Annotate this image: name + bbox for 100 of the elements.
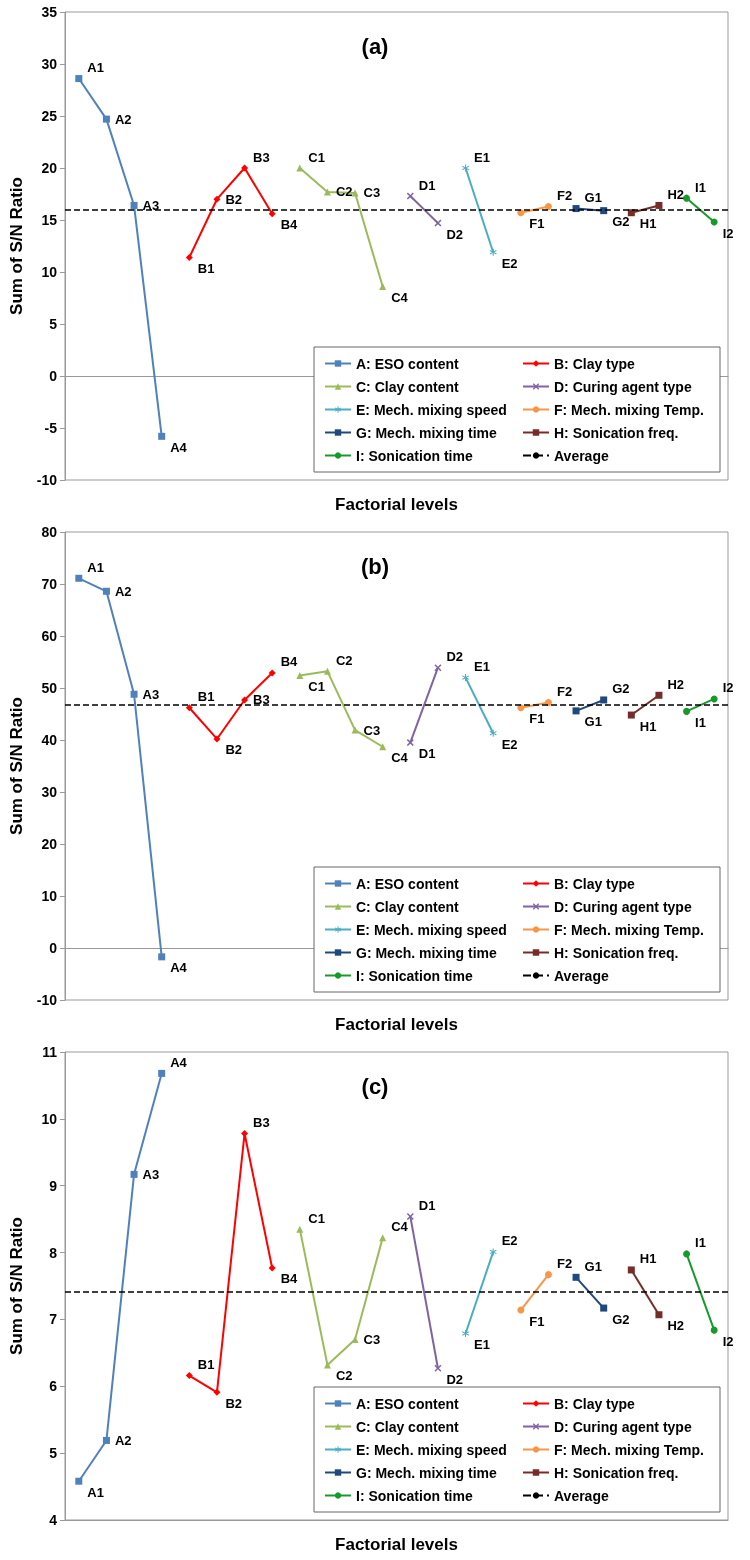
point bbox=[627, 1266, 635, 1274]
point bbox=[296, 672, 304, 680]
data-label: B2 bbox=[225, 191, 243, 207]
data-label: I2 bbox=[722, 225, 734, 241]
y-axis-title: Sum of S/N Ratio bbox=[7, 697, 26, 835]
legend-label: C: Clay content bbox=[356, 378, 460, 395]
point bbox=[600, 1304, 608, 1312]
point bbox=[406, 739, 414, 747]
y-axis-title: Sum of S/N Ratio bbox=[7, 177, 26, 315]
x-axis-title: Factorial levels bbox=[335, 1535, 458, 1554]
y-tick-label: 4 bbox=[49, 1512, 58, 1528]
data-label: D2 bbox=[446, 226, 464, 242]
legend-label: Average bbox=[554, 447, 609, 464]
data-label: C1 bbox=[308, 149, 325, 165]
data-label: A4 bbox=[170, 1054, 188, 1070]
point bbox=[241, 696, 249, 704]
data-label: B3 bbox=[253, 1115, 270, 1131]
legend-label: G: Mech. mixing time bbox=[356, 424, 498, 441]
legend-label: I: Sonication time bbox=[356, 1487, 473, 1504]
point bbox=[462, 674, 470, 682]
data-label: D1 bbox=[418, 177, 436, 193]
data-label: I1 bbox=[695, 714, 706, 730]
point bbox=[710, 1326, 718, 1334]
point bbox=[351, 1335, 359, 1343]
data-label: A2 bbox=[114, 1432, 132, 1448]
legend-label: F: Mech. mixing Temp. bbox=[554, 921, 704, 938]
data-label: B1 bbox=[197, 1357, 215, 1373]
point bbox=[655, 1311, 663, 1319]
data-label: F1 bbox=[529, 1313, 545, 1329]
data-label: E2 bbox=[501, 255, 518, 271]
data-label: G2 bbox=[612, 214, 630, 230]
data-label: A3 bbox=[142, 197, 160, 213]
legend-label: Average bbox=[554, 967, 609, 984]
y-tick-label: 10 bbox=[41, 888, 58, 904]
point bbox=[627, 711, 635, 719]
y-tick-label: 8 bbox=[49, 1244, 58, 1261]
data-label: B2 bbox=[225, 1395, 243, 1411]
data-label: D2 bbox=[446, 1371, 464, 1387]
legend-label: B: Clay type bbox=[554, 1395, 636, 1412]
data-label: F1 bbox=[529, 216, 545, 232]
legend-label: G: Mech. mixing time bbox=[356, 1464, 498, 1481]
data-label: H2 bbox=[667, 1318, 685, 1334]
point bbox=[517, 1306, 525, 1314]
data-label: G1 bbox=[584, 714, 602, 730]
point bbox=[213, 1388, 221, 1396]
x-axis-title: Factorial levels bbox=[335, 1015, 458, 1034]
point bbox=[158, 1069, 166, 1077]
data-label: I1 bbox=[695, 179, 706, 195]
point bbox=[102, 1436, 110, 1444]
point bbox=[241, 164, 249, 172]
legend-label: F: Mech. mixing Temp. bbox=[554, 1441, 704, 1458]
point bbox=[130, 690, 138, 698]
point bbox=[185, 1372, 193, 1380]
data-label: A3 bbox=[142, 686, 160, 702]
y-tick-label: 15 bbox=[41, 212, 58, 228]
data-label: A1 bbox=[87, 60, 104, 76]
point bbox=[158, 432, 166, 440]
point bbox=[75, 1477, 83, 1485]
point bbox=[572, 1273, 580, 1281]
legend-label: D: Curing agent type bbox=[554, 378, 692, 395]
point bbox=[296, 1225, 304, 1233]
point bbox=[489, 248, 497, 256]
point bbox=[158, 953, 166, 961]
data-label: B3 bbox=[253, 149, 270, 165]
y-tick-label: 30 bbox=[41, 56, 58, 72]
point bbox=[268, 669, 276, 677]
point bbox=[434, 1364, 442, 1372]
data-label: A4 bbox=[170, 439, 188, 455]
data-label: B4 bbox=[280, 217, 299, 233]
legend-label: C: Clay content bbox=[356, 1418, 460, 1435]
y-tick-label: 20 bbox=[41, 160, 58, 176]
data-label: F2 bbox=[556, 684, 573, 700]
legend-label: Average bbox=[554, 1487, 609, 1504]
data-label: C3 bbox=[363, 1331, 381, 1347]
legend-label: E: Mech. mixing speed bbox=[356, 401, 507, 418]
data-label: C2 bbox=[335, 652, 353, 668]
data-label: F2 bbox=[556, 1256, 573, 1272]
legend-label: H: Sonication freq. bbox=[554, 424, 679, 441]
data-label: B2 bbox=[225, 742, 243, 758]
point bbox=[683, 1250, 691, 1258]
point bbox=[185, 253, 193, 261]
y-tick-label: -5 bbox=[44, 420, 58, 436]
data-label: B1 bbox=[197, 260, 215, 276]
y-axis-title: Sum of S/N Ratio bbox=[7, 1217, 26, 1355]
y-tick-label: 60 bbox=[41, 628, 58, 644]
data-label: G2 bbox=[612, 681, 630, 697]
data-label: D1 bbox=[418, 1197, 436, 1213]
data-label: C3 bbox=[363, 722, 381, 738]
legend-label: A: ESO content bbox=[356, 355, 460, 372]
data-label: G1 bbox=[584, 190, 602, 206]
point bbox=[655, 691, 663, 699]
legend-label: A: ESO content bbox=[356, 1395, 460, 1412]
data-label: A3 bbox=[142, 1166, 160, 1182]
data-label: C4 bbox=[391, 1219, 409, 1235]
data-label: A1 bbox=[87, 1484, 104, 1500]
legend-label: D: Curing agent type bbox=[554, 898, 692, 915]
data-label: H1 bbox=[639, 1251, 657, 1267]
legend-label: A: ESO content bbox=[356, 875, 460, 892]
data-label: E2 bbox=[501, 736, 518, 752]
legend-label: H: Sonication freq. bbox=[554, 1464, 679, 1481]
